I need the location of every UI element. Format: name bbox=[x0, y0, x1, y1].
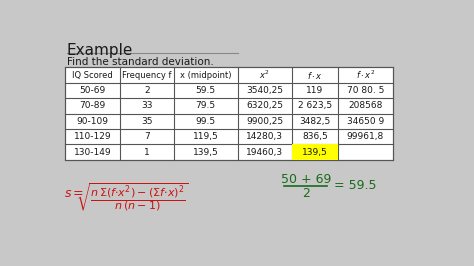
Text: $f\cdot x^2$: $f\cdot x^2$ bbox=[356, 69, 375, 81]
Text: Example: Example bbox=[67, 43, 133, 58]
Text: $s=$: $s=$ bbox=[64, 187, 84, 200]
Text: 59.5: 59.5 bbox=[196, 86, 216, 95]
Text: 9900,25: 9900,25 bbox=[246, 117, 283, 126]
Text: 14280,3: 14280,3 bbox=[246, 132, 283, 141]
Text: 79.5: 79.5 bbox=[196, 101, 216, 110]
Text: 836,5: 836,5 bbox=[302, 132, 328, 141]
Text: 139,5: 139,5 bbox=[302, 148, 328, 156]
Text: 99.5: 99.5 bbox=[196, 117, 216, 126]
Text: 2: 2 bbox=[302, 187, 310, 200]
Bar bbox=[292, 144, 338, 160]
Bar bbox=[65, 67, 392, 160]
Text: 3540,25: 3540,25 bbox=[246, 86, 283, 95]
Text: x (midpoint): x (midpoint) bbox=[180, 70, 231, 80]
Text: 119,5: 119,5 bbox=[193, 132, 219, 141]
Text: 19460,3: 19460,3 bbox=[246, 148, 283, 156]
Text: 34650 9: 34650 9 bbox=[347, 117, 384, 126]
Text: $x^2$: $x^2$ bbox=[259, 69, 270, 81]
Text: 70 80. 5: 70 80. 5 bbox=[346, 86, 384, 95]
Text: 130-149: 130-149 bbox=[74, 148, 111, 156]
Text: $f\cdot x$: $f\cdot x$ bbox=[307, 69, 323, 81]
Text: Frequency f: Frequency f bbox=[122, 70, 172, 80]
Text: 50 + 69: 50 + 69 bbox=[281, 173, 331, 186]
Text: 35: 35 bbox=[141, 117, 153, 126]
Text: 208568: 208568 bbox=[348, 101, 383, 110]
Text: 1: 1 bbox=[144, 148, 150, 156]
Text: $\sqrt{\dfrac{n\,\Sigma(f{\cdot}x^2)-({\Sigma}f{\cdot}x)^2}{n\,(n-1)}}$: $\sqrt{\dfrac{n\,\Sigma(f{\cdot}x^2)-({\… bbox=[76, 181, 188, 214]
Text: 119: 119 bbox=[306, 86, 324, 95]
Text: 7: 7 bbox=[144, 132, 150, 141]
Text: Find the standard deviation.: Find the standard deviation. bbox=[67, 57, 214, 66]
Text: 99961,8: 99961,8 bbox=[347, 132, 384, 141]
Text: 70-89: 70-89 bbox=[80, 101, 106, 110]
Text: 90-109: 90-109 bbox=[77, 117, 109, 126]
Text: IQ Scored: IQ Scored bbox=[72, 70, 113, 80]
Text: 2 623,5: 2 623,5 bbox=[298, 101, 332, 110]
Text: 110-129: 110-129 bbox=[74, 132, 111, 141]
Text: 3482,5: 3482,5 bbox=[300, 117, 331, 126]
Text: 6320,25: 6320,25 bbox=[246, 101, 283, 110]
Text: 139,5: 139,5 bbox=[193, 148, 219, 156]
Text: 50-69: 50-69 bbox=[80, 86, 106, 95]
Text: 33: 33 bbox=[141, 101, 153, 110]
Text: = 59.5: = 59.5 bbox=[334, 180, 376, 192]
Text: 2: 2 bbox=[144, 86, 150, 95]
